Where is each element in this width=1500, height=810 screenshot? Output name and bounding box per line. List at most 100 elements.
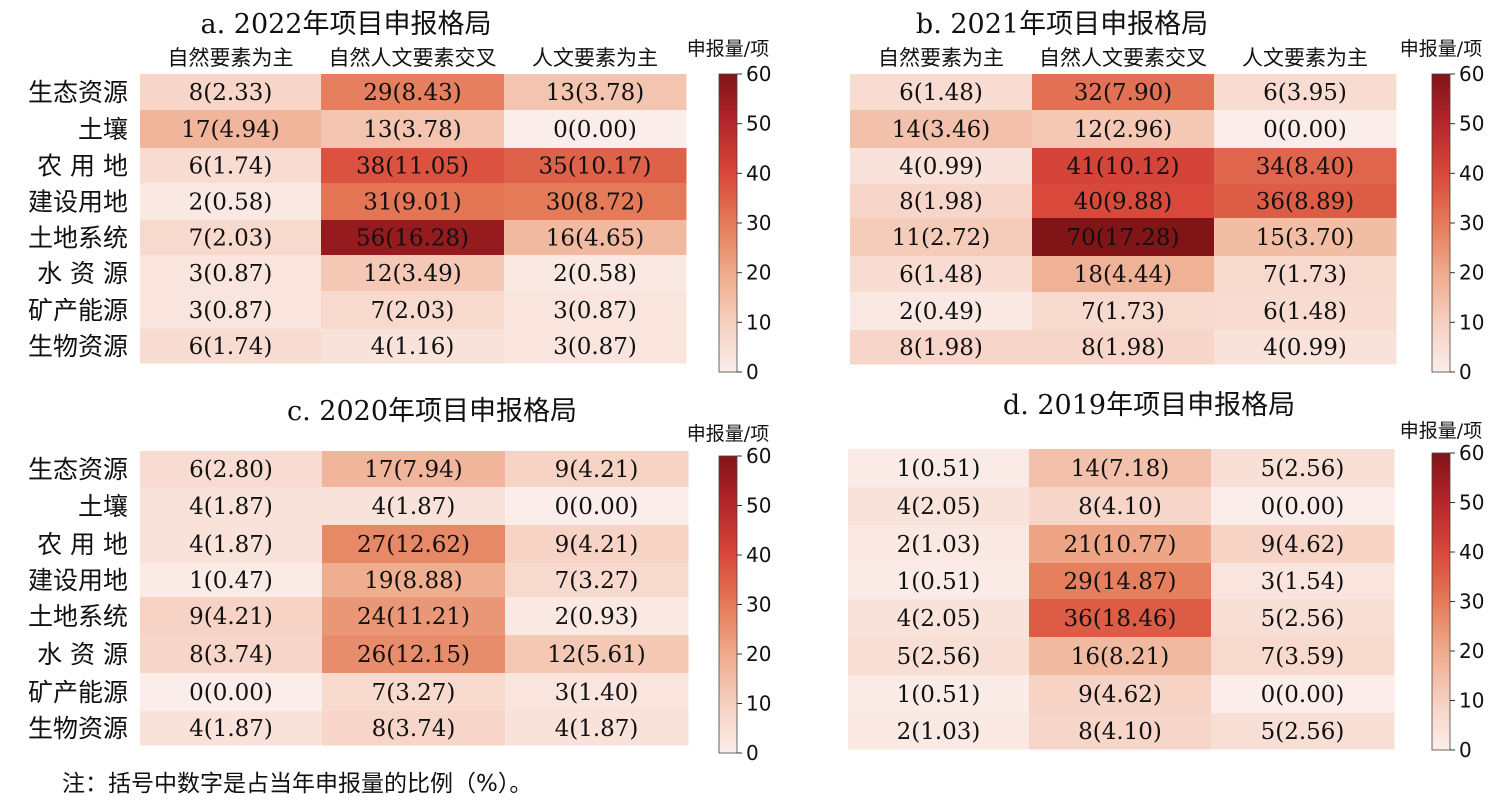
colorbar-tick-label: 60 [1459, 62, 1484, 86]
cell-label: 29(8.43) [363, 80, 461, 106]
cell-label: 4(1.87) [189, 716, 273, 742]
colorbar-tick-label: 30 [1459, 590, 1484, 614]
row-label: 生态资源 [28, 455, 128, 484]
cell-label: 2(0.58) [189, 190, 273, 216]
colorbar-tick-label: 50 [1459, 112, 1484, 136]
cell-label: 6(1.74) [189, 334, 273, 360]
cell-label: 12(5.61) [547, 642, 645, 668]
heatmap-cell [1032, 74, 1215, 111]
heatmap-cell [1211, 675, 1395, 714]
heatmap-cell [322, 563, 506, 598]
cell-label: 9(4.21) [189, 604, 273, 630]
heatmap-cell [1211, 713, 1395, 750]
cell-label: 6(2.80) [189, 457, 273, 483]
heatmap-cell [140, 220, 322, 256]
heatmap-cell [1029, 675, 1212, 714]
row-label: 农 用 地 [37, 530, 128, 559]
cell-label: 36(8.89) [1256, 189, 1354, 215]
cell-label: 12(2.96) [1074, 117, 1172, 143]
cell-label: 7(2.03) [189, 226, 273, 252]
heatmap-cell [504, 220, 687, 256]
heatmap-cell [1211, 563, 1395, 600]
cell-label: 9(4.62) [1078, 682, 1162, 708]
cell-label: 7(3.59) [1261, 644, 1345, 670]
colorbar-tick-label: 0 [1459, 360, 1472, 384]
cell-label: 7(1.73) [1081, 299, 1165, 325]
cell-label: 56(16.28) [356, 226, 469, 252]
cell-label: 1(0.51) [897, 569, 981, 595]
cell-label: 41(10.12) [1066, 154, 1179, 180]
cell-label: 5(2.56) [1261, 606, 1345, 632]
colorbar-tick-label: 30 [1459, 211, 1484, 235]
cell-label: 27(12.62) [357, 532, 470, 558]
colorbar-tick-label: 50 [1459, 491, 1484, 515]
heatmap-cell [848, 449, 1030, 488]
cell-label: 1(0.51) [897, 456, 981, 482]
heatmap-panel: c. 2020年项目申报格局 6(2.80) 17(7.94) 9(4.21) 4(1.… [28, 396, 771, 765]
heatmap-cell [321, 255, 505, 292]
heatmap-cell [505, 451, 689, 488]
heatmap-cell [1029, 713, 1212, 750]
cell-label: 4(2.05) [897, 606, 981, 632]
cell-label: 2(0.58) [553, 261, 637, 287]
row-label: 水 资 源 [37, 259, 128, 288]
cell-label: 14(7.18) [1071, 456, 1169, 482]
cell-label: 0(0.00) [1263, 117, 1347, 143]
colorbar-tick-label: 60 [746, 62, 771, 86]
colorbar-tick-label: 20 [746, 642, 771, 666]
cell-label: 29(14.87) [1063, 569, 1176, 595]
cell-label: 3(1.54) [1261, 569, 1345, 595]
heatmap-cell [140, 148, 322, 184]
heatmap-cell [1032, 148, 1215, 185]
column-header: 自然人文要素交叉 [1039, 46, 1207, 70]
heatmap-cell [850, 218, 1033, 257]
cell-label: 15(3.70) [1256, 225, 1354, 251]
heatmap-cell [850, 330, 1033, 365]
heatmap-cell [505, 487, 689, 526]
heatmap-cell [504, 291, 687, 330]
cell-label: 17(7.94) [364, 457, 462, 483]
cell-label: 4(1.16) [371, 334, 455, 360]
row-label: 土壤 [78, 115, 128, 144]
cell-label: 4(2.05) [897, 494, 981, 520]
cell-label: 16(8.21) [1071, 644, 1169, 670]
colorbar-tick-label: 30 [746, 593, 771, 617]
heatmap-cell [322, 525, 506, 564]
heatmap-cell [1029, 449, 1212, 488]
cell-label: 18(4.44) [1074, 262, 1172, 288]
cell-label: 14(3.46) [892, 117, 990, 143]
colorbar-tick-label: 40 [1459, 161, 1484, 185]
heatmap-cell [321, 74, 505, 111]
cell-label: 0(0.00) [1261, 682, 1345, 708]
colorbar-tick-label: 20 [746, 261, 771, 285]
heatmap-cell [1211, 525, 1395, 564]
cell-label: 2(0.49) [899, 299, 983, 325]
heatmap-cell [1032, 330, 1215, 365]
cell-label: 24(11.21) [357, 604, 470, 630]
cell-label: 3(1.40) [555, 680, 639, 706]
colorbar-tick-label: 10 [746, 310, 771, 334]
cell-label: 5(2.56) [1261, 456, 1345, 482]
cell-label: 34(8.40) [1256, 154, 1354, 180]
heatmap-cell [848, 525, 1030, 564]
heatmap-cell [140, 291, 322, 330]
heatmap-cell [140, 635, 323, 674]
heatmap-cell [1211, 637, 1395, 676]
colorbar-tick-label: 60 [1459, 441, 1484, 465]
heatmap-cell [505, 525, 689, 564]
colorbar-tick-label: 60 [746, 444, 771, 468]
heatmap-cell [322, 597, 506, 636]
row-label: 生物资源 [28, 714, 128, 743]
heatmap-cell [140, 183, 322, 221]
cell-label: 21(10.77) [1063, 532, 1176, 558]
heatmap-cell [1029, 525, 1212, 564]
heatmap-cell [1211, 449, 1395, 488]
cell-label: 32(7.90) [1074, 80, 1172, 106]
heatmap-cell [140, 487, 323, 526]
cell-label: 6(1.74) [189, 154, 273, 180]
column-header: 自然要素为主 [878, 46, 1004, 70]
heatmap-panel: d. 2019年项目申报格局 1(0.51) 14(7.18) 5(2.56) 4(2.… [848, 390, 1484, 762]
cell-label: 35(10.17) [538, 154, 651, 180]
heatmap-cell [322, 487, 506, 526]
